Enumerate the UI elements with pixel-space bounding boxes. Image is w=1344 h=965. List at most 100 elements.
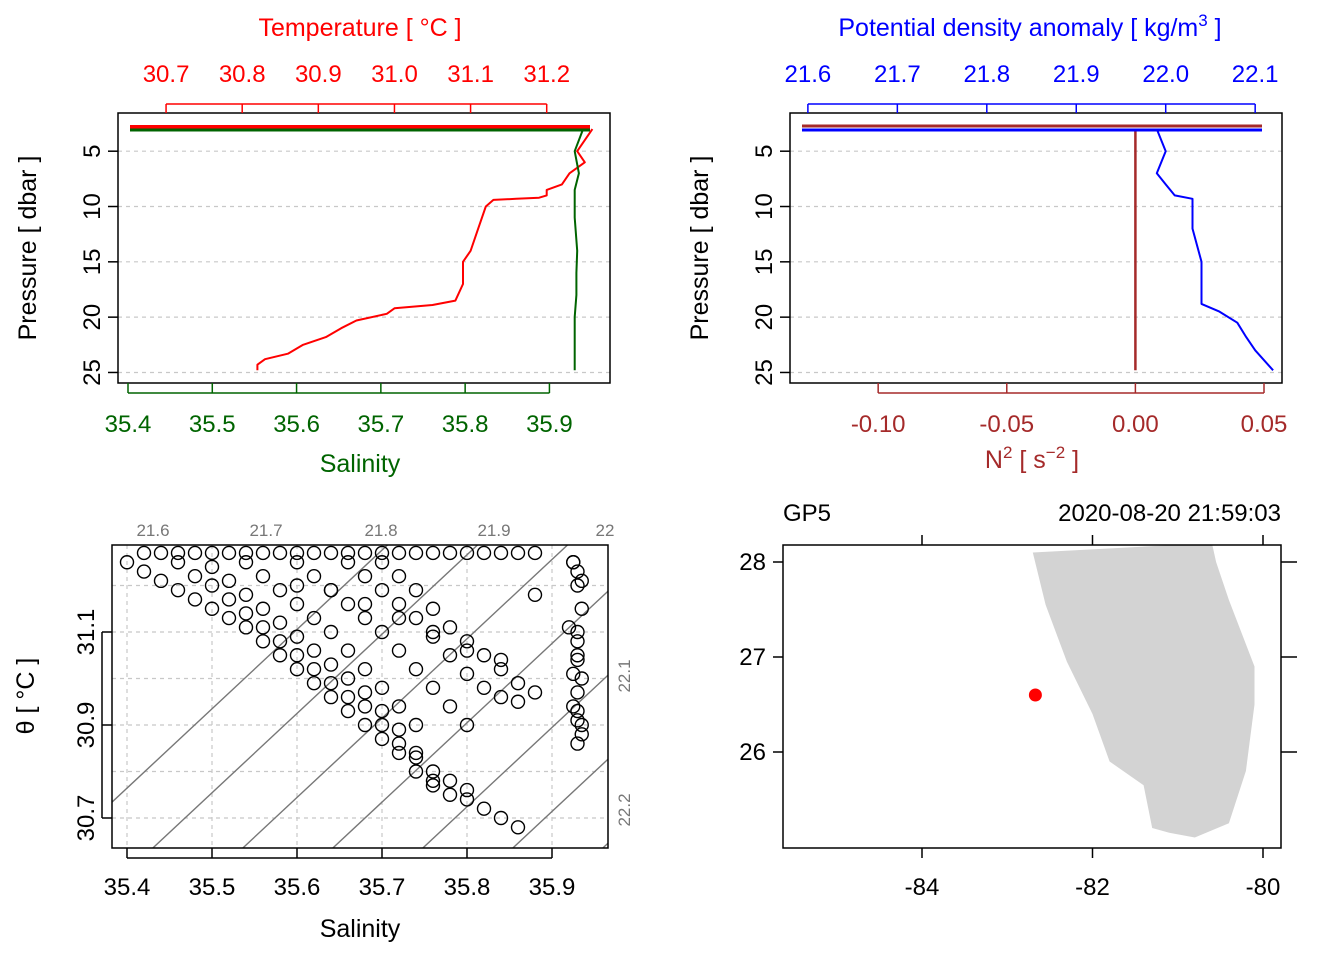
n2-tick-label: 0.00 <box>1112 411 1159 438</box>
n2-tick-label: 0.05 <box>1241 411 1288 438</box>
ts-point <box>459 643 475 658</box>
ts-point <box>170 545 186 561</box>
station-name: GP5 <box>783 500 831 527</box>
pressure-tick-label: 10 <box>79 193 106 220</box>
ts-point <box>493 662 509 677</box>
ts-point <box>340 689 356 705</box>
ts-point <box>391 610 407 626</box>
ts-point <box>119 555 135 570</box>
longitude-tick-label: -84 <box>905 874 940 901</box>
theta-tick-label: 30.7 <box>73 795 100 842</box>
ts-point <box>476 545 492 561</box>
pressure-tick-label: 10 <box>751 193 778 220</box>
ts-point <box>493 810 509 826</box>
ts-point <box>187 545 203 561</box>
n2-axis-title-end: ] <box>1065 446 1079 474</box>
map-frame <box>782 544 1282 849</box>
ts-point <box>425 545 441 561</box>
ts-point <box>255 569 271 584</box>
ts-point <box>574 727 589 742</box>
ts-point <box>289 648 305 663</box>
salinity-tick-label: 35.9 <box>526 411 573 438</box>
ts-point <box>442 545 458 561</box>
plot-frame <box>111 544 609 849</box>
ts-point <box>204 545 220 561</box>
theta-tick-label: 30.9 <box>73 702 100 749</box>
ts-point <box>493 545 509 561</box>
ts-point <box>425 680 441 695</box>
density-tick-label: 21.9 <box>1053 61 1100 88</box>
salinity-tick-label: 35.8 <box>444 874 491 901</box>
ts-point <box>425 764 441 779</box>
ts-point <box>221 545 237 561</box>
ts-point <box>323 657 339 672</box>
theta-tick-label: 31.1 <box>73 609 100 656</box>
salinity-tick-label: 35.6 <box>273 411 320 438</box>
station-marker <box>1028 688 1042 702</box>
ts-point <box>306 662 322 677</box>
ts-point <box>574 671 589 686</box>
n2-axis-title: N2 [ s−2 ] <box>985 443 1079 474</box>
ts-point <box>408 610 424 626</box>
ts-point <box>391 722 407 737</box>
station-map-panel: -84 -82 -80 26 27 28 GP5 2020-08-20 21:59:03 <box>739 500 1297 901</box>
density-tick-label: 21.7 <box>874 61 921 88</box>
ts-point <box>391 745 407 761</box>
ts-point <box>574 717 589 733</box>
temperature-profile-line <box>256 128 594 371</box>
ts-point <box>510 545 526 561</box>
ts-point <box>374 624 390 640</box>
ts-point <box>306 569 322 584</box>
ts-point <box>255 601 271 616</box>
station-timestamp: 2020-08-20 21:59:03 <box>1058 500 1281 527</box>
isopycnal-label: 22 <box>596 521 615 540</box>
longitude-tick-label: -80 <box>1246 874 1281 901</box>
salinity-tick-label: 35.4 <box>105 411 152 438</box>
pressure-tick-label: 15 <box>751 248 778 275</box>
isopycnal-label: 22.1 <box>615 659 634 692</box>
ts-point <box>408 582 424 598</box>
isopycnal-line <box>421 674 608 848</box>
ts-point <box>357 662 373 677</box>
ts-point <box>289 596 305 612</box>
ts-point <box>510 675 526 691</box>
pressure-tick-label: 5 <box>79 145 106 158</box>
ts-point <box>374 545 390 561</box>
florida-landmass <box>1032 545 1255 838</box>
ts-point <box>408 750 424 765</box>
ts-point <box>527 685 543 700</box>
theta-axis-title: θ [ °C ] <box>12 658 40 735</box>
ts-point <box>340 596 356 612</box>
ts-point <box>459 792 475 807</box>
ts-point <box>204 578 220 593</box>
pressure-tick-label: 25 <box>751 359 778 386</box>
ts-point <box>391 736 407 751</box>
longitude-tick-label: -82 <box>1075 874 1110 901</box>
ts-point <box>408 545 424 561</box>
temperature-tick-label: 31.2 <box>523 61 570 88</box>
ts-point <box>425 624 441 640</box>
ts-point <box>272 582 288 598</box>
ts-point <box>408 745 424 761</box>
n2-axis-title-unit: [ s <box>1012 446 1045 474</box>
pressure-tick-label: 20 <box>751 304 778 331</box>
isopycnal-label: 21.8 <box>364 521 397 540</box>
ts-point <box>374 582 390 598</box>
ts-point <box>357 545 373 561</box>
ts-point <box>476 801 492 816</box>
ts-point <box>561 620 577 635</box>
ts-point <box>272 615 288 630</box>
ts-point <box>238 606 254 621</box>
ts-point <box>340 671 356 686</box>
ts-point <box>357 717 373 733</box>
salinity-axis-title: Salinity <box>320 450 401 478</box>
ts-point <box>570 634 585 649</box>
ts-point <box>221 592 237 607</box>
density-profile-panel: 21.6 21.7 21.8 21.9 22.0 22.1 Potential densit… <box>686 11 1287 474</box>
ts-point <box>570 648 585 663</box>
ts-point <box>570 624 585 640</box>
ts-point <box>357 610 373 626</box>
salinity-tick-label: 35.8 <box>442 411 489 438</box>
ts-point <box>374 555 390 570</box>
